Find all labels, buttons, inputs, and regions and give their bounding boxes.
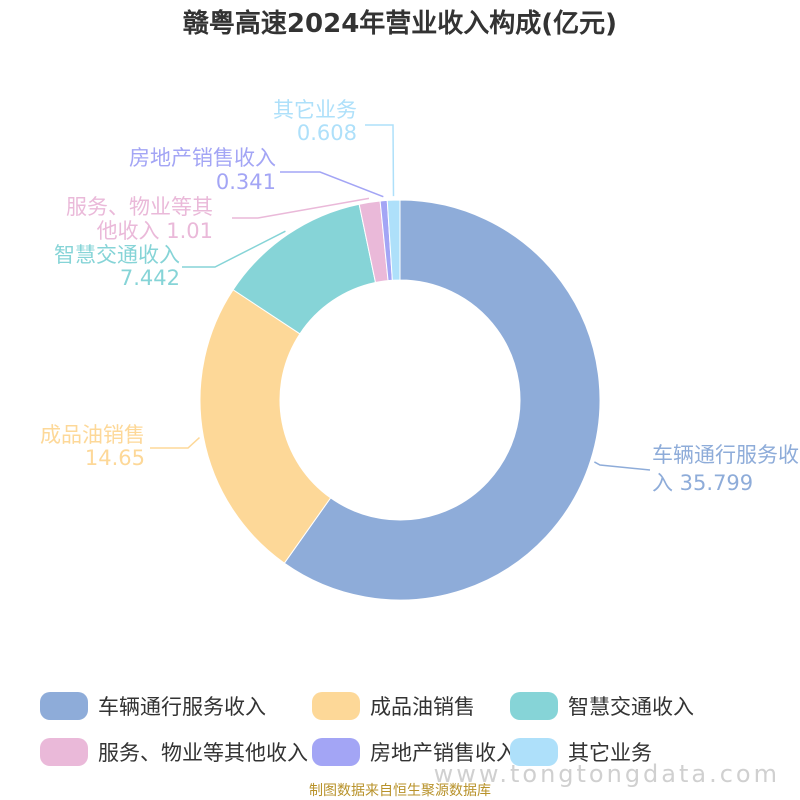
legend-label-5: 其它业务 [568, 741, 652, 765]
legend-swatch-4 [312, 738, 360, 766]
leader-line-3 [232, 197, 370, 219]
legend-swatch-5 [510, 738, 558, 766]
legend-label-4: 房地产销售收入 [370, 741, 517, 765]
legend-label-0: 车辆通行服务收入 [98, 695, 266, 719]
legend-label-1: 成品油销售 [370, 695, 475, 719]
leader-line-5 [365, 124, 395, 197]
slice-value-5: 0.608 [297, 121, 357, 145]
chart-title: 赣粤高速2024年营业收入构成(亿元) [183, 8, 617, 39]
slice-label-1: 成品油销售 [40, 423, 145, 447]
slice-0 [283, 199, 601, 601]
slice-value-2: 7.442 [120, 266, 180, 290]
slice-label-3: 服务、物业等其 [66, 195, 213, 219]
slices-group [199, 199, 601, 601]
slice-value-3: 他收入 1.01 [97, 219, 213, 243]
legend-label-2: 智慧交通收入 [568, 695, 694, 719]
leader-line-0 [594, 461, 651, 471]
leader-line-2 [182, 230, 286, 268]
legend-swatch-2 [510, 692, 558, 720]
leader-line-4 [280, 171, 384, 198]
legend-swatch-3 [40, 738, 88, 766]
slice-value-0: 入 35.799 [652, 471, 753, 495]
legend-label-3: 服务、物业等其他收入 [98, 741, 308, 765]
slice-label-0: 车辆通行服务收 [652, 443, 799, 467]
watermark-text: www.tongtongdata.com [434, 760, 780, 788]
slice-5 [386, 199, 401, 281]
leader-line-1 [150, 436, 200, 449]
source-note: 制图数据来自恒生聚源数据库 [309, 783, 491, 799]
slice-label-5: 其它业务 [273, 98, 357, 122]
slice-1 [199, 289, 332, 564]
slice-label-4: 房地产销售收入 [129, 146, 276, 170]
slice-value-1: 14.65 [85, 446, 145, 470]
slice-label-2: 智慧交通收入 [54, 243, 180, 267]
legend-swatch-0 [40, 692, 88, 720]
slice-value-4: 0.341 [216, 170, 276, 194]
legend-swatch-1 [312, 692, 360, 720]
